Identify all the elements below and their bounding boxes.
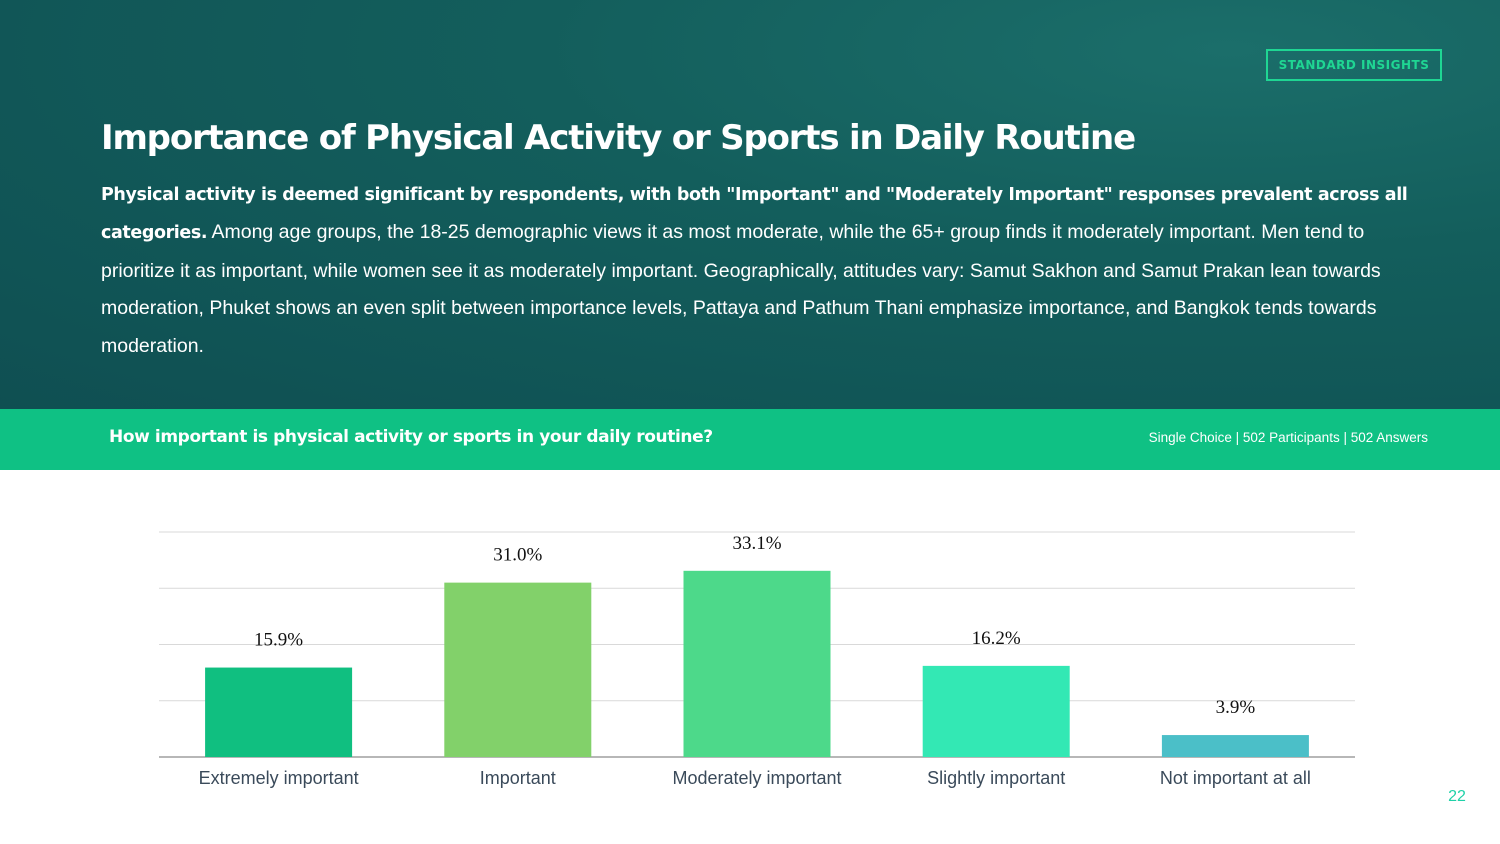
question-text: How important is physical activity or sp… xyxy=(109,427,713,447)
category-label-0: Extremely important xyxy=(199,768,359,788)
question-bar: How important is physical activity or sp… xyxy=(0,409,1500,470)
standard-insights-badge: STANDARD INSIGHTS xyxy=(1266,49,1442,81)
chart-bars xyxy=(205,570,1309,757)
chart-value-labels: 15.9% 31.0% 33.1% 16.2% 3.9% xyxy=(254,533,1255,718)
value-label-4: 3.9% xyxy=(1216,697,1256,718)
bar-3 xyxy=(922,665,1070,757)
bar-1 xyxy=(444,582,592,757)
value-label-2: 33.1% xyxy=(732,533,781,554)
page-number: 22 xyxy=(1448,788,1466,805)
value-label-3: 16.2% xyxy=(972,628,1021,649)
category-label-2: Moderately important xyxy=(672,768,841,788)
page-title: Importance of Physical Activity or Sport… xyxy=(101,118,1136,158)
description: Physical activity is deemed significant … xyxy=(101,176,1419,365)
bar-0 xyxy=(205,667,353,757)
bar-chart: 15.9% 31.0% 33.1% 16.2% 3.9% Extremely impor… xyxy=(159,531,1355,788)
value-label-0: 15.9% xyxy=(254,630,303,651)
chart-category-labels: Extremely important Important Moderately i… xyxy=(199,768,1311,788)
question-meta: Single Choice | 502 Participants | 502 A… xyxy=(1148,430,1428,445)
category-label-4: Not important at all xyxy=(1160,768,1311,788)
category-label-3: Slightly important xyxy=(927,768,1065,788)
bar-2 xyxy=(683,570,831,757)
category-label-1: Important xyxy=(480,768,556,788)
description-lead: Physical activity is deemed significant … xyxy=(101,185,1408,244)
value-label-1: 31.0% xyxy=(493,545,542,566)
bar-4 xyxy=(1161,735,1309,757)
description-body: Among age groups, the 18-25 demographic … xyxy=(101,221,1381,357)
header-panel: STANDARD INSIGHTS Importance of Physical… xyxy=(0,0,1500,409)
